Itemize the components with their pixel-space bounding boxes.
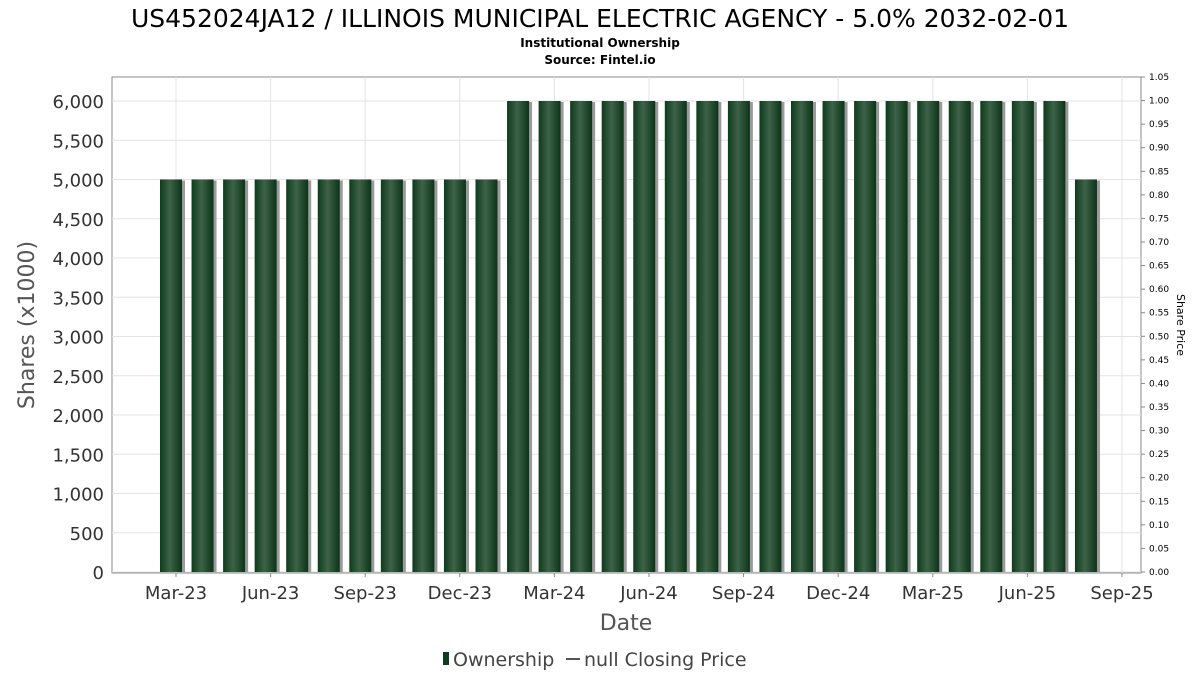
legend: Ownership null Closing Price bbox=[443, 649, 747, 671]
y-tick-label: 2,500 bbox=[52, 367, 104, 388]
ownership-bars bbox=[160, 101, 1100, 572]
y2-axis-title: Share Price bbox=[1174, 294, 1187, 356]
x-tick-label: Jun-24 bbox=[619, 583, 678, 604]
legend-ownership-label: Ownership bbox=[453, 649, 554, 671]
y2-tick-label: 0.10 bbox=[1149, 521, 1169, 531]
ownership-bar bbox=[633, 101, 656, 572]
ownership-bar bbox=[475, 179, 498, 572]
x-axis-ticks: Mar-23 Jun-23 Sep-23 Dec-23 Mar-24 Jun-24 Sep-… bbox=[145, 573, 1154, 604]
ownership-bar bbox=[191, 179, 214, 572]
ownership-bar bbox=[885, 101, 908, 572]
y2-tick-label: 1.00 bbox=[1149, 97, 1169, 107]
legend-ownership-swatch bbox=[443, 652, 449, 665]
ownership-bar bbox=[948, 101, 971, 572]
y-tick-label: 4,000 bbox=[52, 249, 104, 270]
x-tick-label: Dec-23 bbox=[428, 583, 492, 604]
chart-source: Source: Fintel.io bbox=[544, 53, 655, 67]
x-tick-label: Mar-25 bbox=[902, 583, 964, 604]
ownership-bar bbox=[570, 101, 593, 572]
ownership-bar bbox=[349, 179, 372, 572]
y2-tick-label: 0.60 bbox=[1149, 285, 1169, 295]
y2-tick-label: 0.45 bbox=[1149, 356, 1169, 366]
y2-tick-label: 0.00 bbox=[1149, 568, 1169, 578]
y2-tick-label: 0.80 bbox=[1149, 191, 1169, 201]
x-tick-label: Dec-24 bbox=[806, 583, 870, 604]
ownership-bar bbox=[1043, 101, 1066, 572]
y2-tick-label: 0.20 bbox=[1149, 474, 1169, 484]
chart-subtitle: Institutional Ownership bbox=[520, 36, 680, 50]
y2-tick-label: 0.25 bbox=[1149, 450, 1169, 460]
legend-price-label: null Closing Price bbox=[584, 649, 747, 671]
y2-tick-label: 0.55 bbox=[1149, 309, 1169, 319]
y2-tick-label: 0.70 bbox=[1149, 238, 1169, 248]
ownership-bar bbox=[286, 179, 309, 572]
ownership-bar bbox=[443, 179, 466, 572]
y-tick-label: 1,000 bbox=[52, 485, 104, 506]
ownership-bar bbox=[601, 101, 624, 572]
ownership-bar bbox=[538, 101, 561, 572]
x-tick-label: Sep-23 bbox=[334, 583, 397, 604]
x-tick-label: Jun-25 bbox=[998, 583, 1057, 604]
y-axis-ticks: 0 500 1,000 1,500 2,000 2,500 3,000 3,500 4,000 4… bbox=[52, 92, 104, 584]
y-tick-label: 5,000 bbox=[52, 171, 104, 192]
y2-tick-label: 0.15 bbox=[1149, 497, 1169, 507]
y-tick-label: 4,500 bbox=[52, 210, 104, 231]
x-axis-title: Date bbox=[600, 611, 653, 636]
y2-tick-label: 0.90 bbox=[1149, 144, 1169, 154]
x-tick-label: Mar-24 bbox=[523, 583, 585, 604]
y-tick-label: 1,500 bbox=[52, 445, 104, 466]
chart-title: US452024JA12 / ILLINOIS MUNICIPAL ELECTR… bbox=[131, 4, 1069, 33]
ownership-bar bbox=[1011, 101, 1034, 572]
x-tick-label: Mar-23 bbox=[145, 583, 207, 604]
y2-tick-label: 0.65 bbox=[1149, 262, 1169, 272]
y2-tick-label: 0.85 bbox=[1149, 167, 1169, 177]
y-tick-label: 500 bbox=[70, 524, 104, 545]
ownership-bar bbox=[980, 101, 1003, 572]
ownership-bar bbox=[664, 101, 687, 572]
ownership-bar bbox=[696, 101, 719, 572]
y2-tick-label: 0.95 bbox=[1149, 120, 1169, 130]
ownership-bar bbox=[727, 101, 750, 572]
x-tick-label: Sep-24 bbox=[712, 583, 775, 604]
y-tick-label: 5,500 bbox=[52, 131, 104, 152]
ownership-bar bbox=[917, 101, 940, 572]
y2-axis-ticks: 0.00 0.05 0.10 0.15 0.20 0.25 0.30 0.35 0.40 0.45… bbox=[1141, 73, 1169, 578]
y-tick-label: 0 bbox=[93, 563, 104, 584]
x-tick-label: Sep-25 bbox=[1090, 583, 1153, 604]
y2-tick-label: 1.05 bbox=[1149, 73, 1169, 83]
y-tick-label: 2,000 bbox=[52, 406, 104, 427]
ownership-bar bbox=[822, 101, 845, 572]
y-tick-label: 6,000 bbox=[52, 92, 104, 113]
ownership-bar bbox=[854, 101, 877, 572]
ownership-bar bbox=[507, 101, 530, 572]
ownership-bar bbox=[1074, 179, 1097, 572]
y2-tick-label: 0.50 bbox=[1149, 332, 1169, 342]
ownership-bar bbox=[223, 179, 246, 572]
ownership-bar bbox=[412, 179, 435, 572]
ownership-bar bbox=[380, 179, 403, 572]
y-axis-title: Shares (x1000) bbox=[15, 241, 40, 409]
y2-tick-label: 0.35 bbox=[1149, 403, 1169, 413]
y2-tick-label: 0.75 bbox=[1149, 214, 1169, 224]
ownership-bar bbox=[791, 101, 813, 572]
ownership-bar bbox=[160, 179, 182, 572]
y-tick-label: 3,500 bbox=[52, 288, 104, 309]
ownership-bar bbox=[759, 101, 782, 572]
ownership-bar bbox=[317, 179, 340, 572]
y-tick-label: 3,000 bbox=[52, 328, 104, 349]
x-tick-label: Jun-23 bbox=[241, 583, 300, 604]
y2-tick-label: 0.30 bbox=[1149, 427, 1169, 437]
ownership-bar bbox=[254, 179, 277, 572]
y2-tick-label: 0.40 bbox=[1149, 379, 1169, 389]
y2-tick-label: 0.05 bbox=[1149, 544, 1169, 554]
